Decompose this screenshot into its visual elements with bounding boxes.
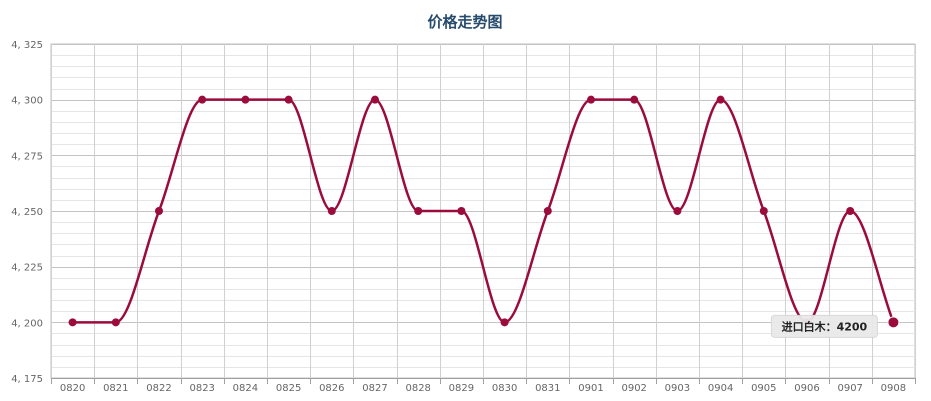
- data-point[interactable]: [111, 318, 120, 327]
- data-point[interactable]: [327, 207, 336, 215]
- data-point[interactable]: [716, 95, 725, 104]
- x-tick-label: 0906: [794, 383, 819, 394]
- x-tick-label: 0907: [837, 383, 862, 394]
- y-tick-label: 4, 225: [11, 263, 43, 274]
- x-tick-label: 0828: [405, 383, 430, 394]
- x-tick-label: 0831: [535, 383, 560, 394]
- data-point[interactable]: [414, 207, 423, 215]
- x-tick-label: 0830: [492, 383, 517, 394]
- y-tick-label: 4, 275: [11, 151, 43, 162]
- x-tick-label: 0901: [578, 383, 603, 394]
- x-tick-label: 0904: [708, 383, 733, 394]
- chart-title: 价格走势图: [427, 13, 502, 31]
- x-tick-label: 0903: [665, 383, 690, 394]
- tooltip-label: 进口白木：4200: [782, 319, 868, 333]
- data-point[interactable]: [198, 95, 207, 104]
- data-point[interactable]: [587, 95, 595, 104]
- data-point[interactable]: [673, 207, 682, 215]
- data-point[interactable]: [284, 95, 293, 104]
- x-tick-label: 0902: [621, 383, 646, 394]
- data-point[interactable]: [543, 207, 552, 215]
- y-tick-label: 4, 250: [11, 207, 43, 218]
- tooltip-box: [770, 314, 878, 338]
- x-tick-label: 0826: [319, 383, 344, 394]
- data-point[interactable]: [68, 318, 77, 327]
- x-tick-label: 0820: [60, 383, 85, 394]
- data-point[interactable]: [759, 207, 768, 215]
- grid-layer: [50, 43, 916, 379]
- x-tick-label: 0823: [189, 383, 214, 394]
- data-point[interactable]: [371, 95, 379, 104]
- data-point[interactable]: [630, 95, 639, 104]
- data-point[interactable]: [155, 207, 163, 215]
- y-tick-label: 4, 200: [11, 318, 43, 329]
- series-layer: [68, 95, 900, 329]
- x-tick-label: 0829: [449, 383, 474, 394]
- x-tick-label: 0908: [881, 383, 906, 394]
- data-point[interactable]: [887, 316, 900, 329]
- x-tick-label: 0905: [751, 383, 776, 394]
- data-point[interactable]: [457, 207, 466, 215]
- x-tick-label: 0825: [276, 383, 301, 394]
- x-tick-label: 0821: [103, 383, 128, 394]
- x-tick-label: 0827: [362, 383, 387, 394]
- data-point[interactable]: [846, 207, 855, 215]
- y-tick-label: 4, 300: [11, 96, 43, 107]
- y-tick-label: 4, 175: [11, 374, 43, 385]
- data-point[interactable]: [500, 318, 509, 327]
- x-tick-label: 0822: [146, 383, 171, 394]
- data-point[interactable]: [241, 95, 250, 104]
- axis-layer: 4, 175 4, 200 4, 225 4, 250 4, 275 4, 300 4, 3…: [11, 40, 916, 394]
- x-tick-label: 0824: [233, 383, 258, 394]
- y-tick-label: 4, 325: [11, 40, 43, 51]
- tooltip: 进口白木：4200: [770, 314, 878, 338]
